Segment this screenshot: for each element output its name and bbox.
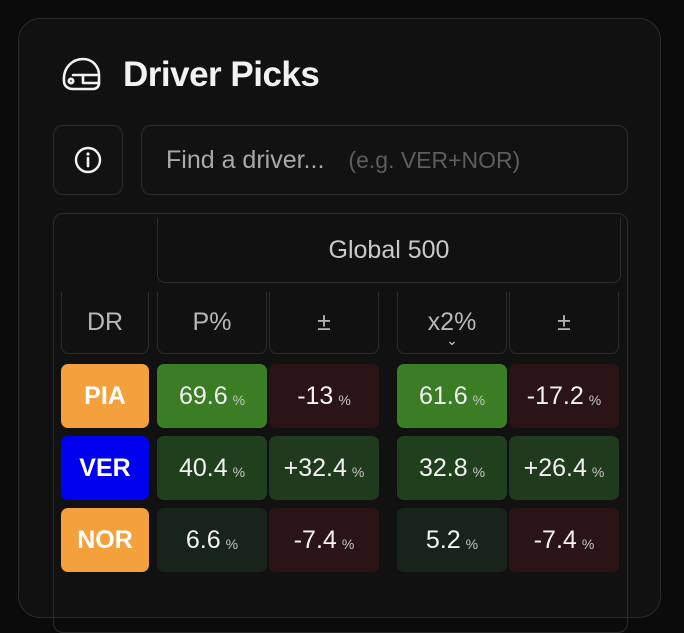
helmet-icon [62, 57, 101, 91]
driver-badge-nor[interactable]: NOR [61, 508, 149, 572]
percent-unit: % [341, 536, 355, 552]
info-button[interactable] [53, 125, 123, 195]
pick-percent-cell: 40.4% [157, 436, 267, 500]
percent-unit: % [338, 392, 351, 408]
percent-unit: % [472, 392, 486, 408]
x2-delta-cell: -17.2% [509, 364, 619, 428]
x2-delta-value: +26.4 [523, 453, 587, 482]
percent-unit: % [351, 464, 365, 480]
x2-percent-cell: 5.2% [397, 508, 507, 572]
percent-unit: % [232, 464, 246, 480]
x2-percent-cell: 32.8% [397, 436, 507, 500]
percent-unit: % [225, 536, 239, 552]
card-header: Driver Picks [59, 53, 320, 97]
x2-delta-cell: +26.4% [509, 436, 619, 500]
percent-unit: % [588, 392, 602, 408]
pick-percent-cell: 69.6% [157, 364, 267, 428]
x2-percent-cell: 61.6% [397, 364, 507, 428]
pick-delta-cell: -13% [269, 364, 379, 428]
driver-picks-card: Driver Picks Find a driver... (e.g. VER+… [18, 18, 661, 633]
percent-unit: % [581, 536, 595, 552]
pick-delta-cell: -7.4% [269, 508, 379, 572]
search-hint: (e.g. VER+NOR) [348, 146, 521, 173]
pick-percent-value: 6.6 [185, 525, 221, 554]
column-header-driver[interactable]: DR [61, 292, 149, 354]
percent-unit: % [465, 536, 479, 552]
x2-percent-value: 61.6 [418, 381, 468, 410]
driver-search-input[interactable]: Find a driver... (e.g. VER+NOR) [141, 125, 628, 195]
pick-delta-value: +32.4 [283, 453, 347, 482]
column-header-pick-delta[interactable]: ± [269, 292, 379, 354]
page-title: Driver Picks [123, 55, 320, 94]
pick-percent-value: 69.6 [178, 381, 228, 410]
x2-percent-value: 5.2 [425, 525, 461, 554]
percent-unit: % [232, 392, 246, 408]
column-header-pick-percent[interactable]: P% [157, 292, 267, 354]
x2-delta-value: -17.2 [526, 381, 584, 410]
column-header-x2-label: x2% [427, 308, 477, 336]
pick-percent-cell: 6.6% [157, 508, 267, 572]
percent-unit: % [591, 464, 605, 480]
column-header-x2-percent[interactable]: x2% ⌄ [397, 292, 507, 354]
driver-badge-pia[interactable]: PIA [61, 364, 149, 428]
group-header-global-500: Global 500 [157, 218, 621, 283]
chevron-down-icon: ⌄ [446, 332, 458, 348]
pick-delta-value: -13 [297, 381, 334, 410]
pick-delta-cell: +32.4% [269, 436, 379, 500]
info-icon [74, 146, 102, 174]
search-placeholder: Find a driver... [166, 145, 325, 174]
x2-delta-cell: -7.4% [509, 508, 619, 572]
column-header-x2-delta[interactable]: ± [509, 292, 619, 354]
driver-badge-ver[interactable]: VER [61, 436, 149, 500]
driver-table: Global 500 DR P% ± x2% ⌄ ± PIA 69.6% -13… [53, 213, 628, 633]
x2-delta-value: -7.4 [533, 525, 577, 554]
pick-delta-value: -7.4 [293, 525, 337, 554]
percent-unit: % [472, 464, 486, 480]
x2-percent-value: 32.8 [418, 453, 468, 482]
pick-percent-value: 40.4 [178, 453, 228, 482]
